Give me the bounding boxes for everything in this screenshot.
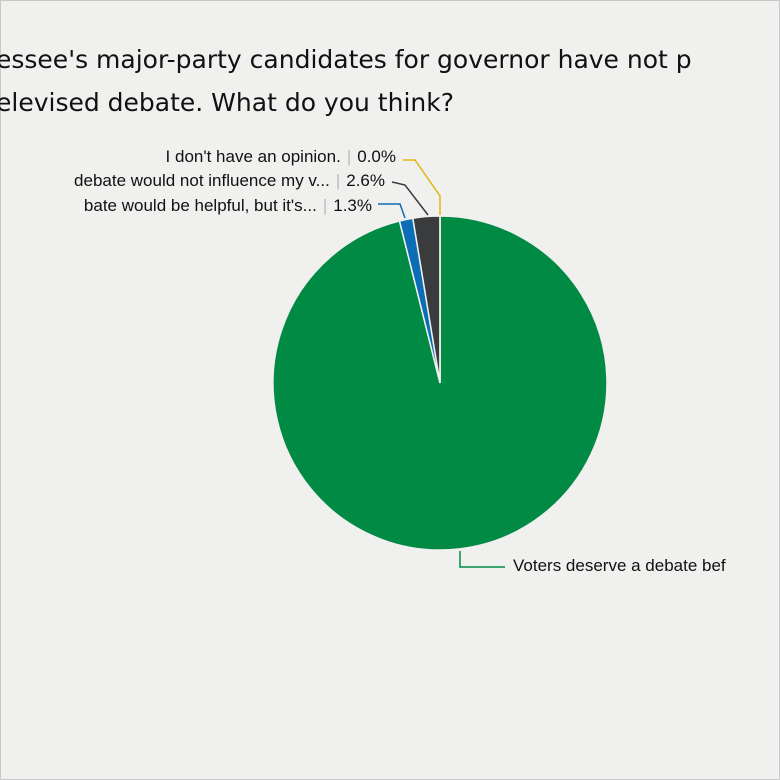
leader-line	[403, 159, 441, 215]
chart-title: essee's major-party candidates for gover…	[0, 45, 692, 74]
slice-label: Voters deserve a debate bef	[513, 556, 726, 575]
value-label: 0.0%	[357, 147, 396, 166]
chart-title: elevised debate. What do you think?	[0, 88, 454, 117]
value-label: 2.6%	[346, 171, 385, 190]
slice-label: debate would not influence my v... | 2.6%	[74, 171, 385, 190]
category-name: debate would not influence my v...	[74, 171, 330, 190]
leader-line	[459, 551, 505, 568]
separator: |	[336, 171, 340, 190]
category-name: I don't have an opinion.	[166, 147, 341, 166]
category-name: Voters deserve a debate bef	[513, 556, 726, 575]
slice-label: I don't have an opinion. | 0.0%	[166, 147, 396, 166]
separator: |	[347, 147, 351, 166]
value-label: 1.3%	[333, 196, 372, 215]
leader-line	[391, 181, 429, 216]
slice-label: bate would be helpful, but it's... | 1.3%	[84, 196, 372, 215]
category-name: bate would be helpful, but it's...	[84, 196, 317, 215]
leader-line	[378, 203, 406, 219]
separator: |	[323, 196, 327, 215]
